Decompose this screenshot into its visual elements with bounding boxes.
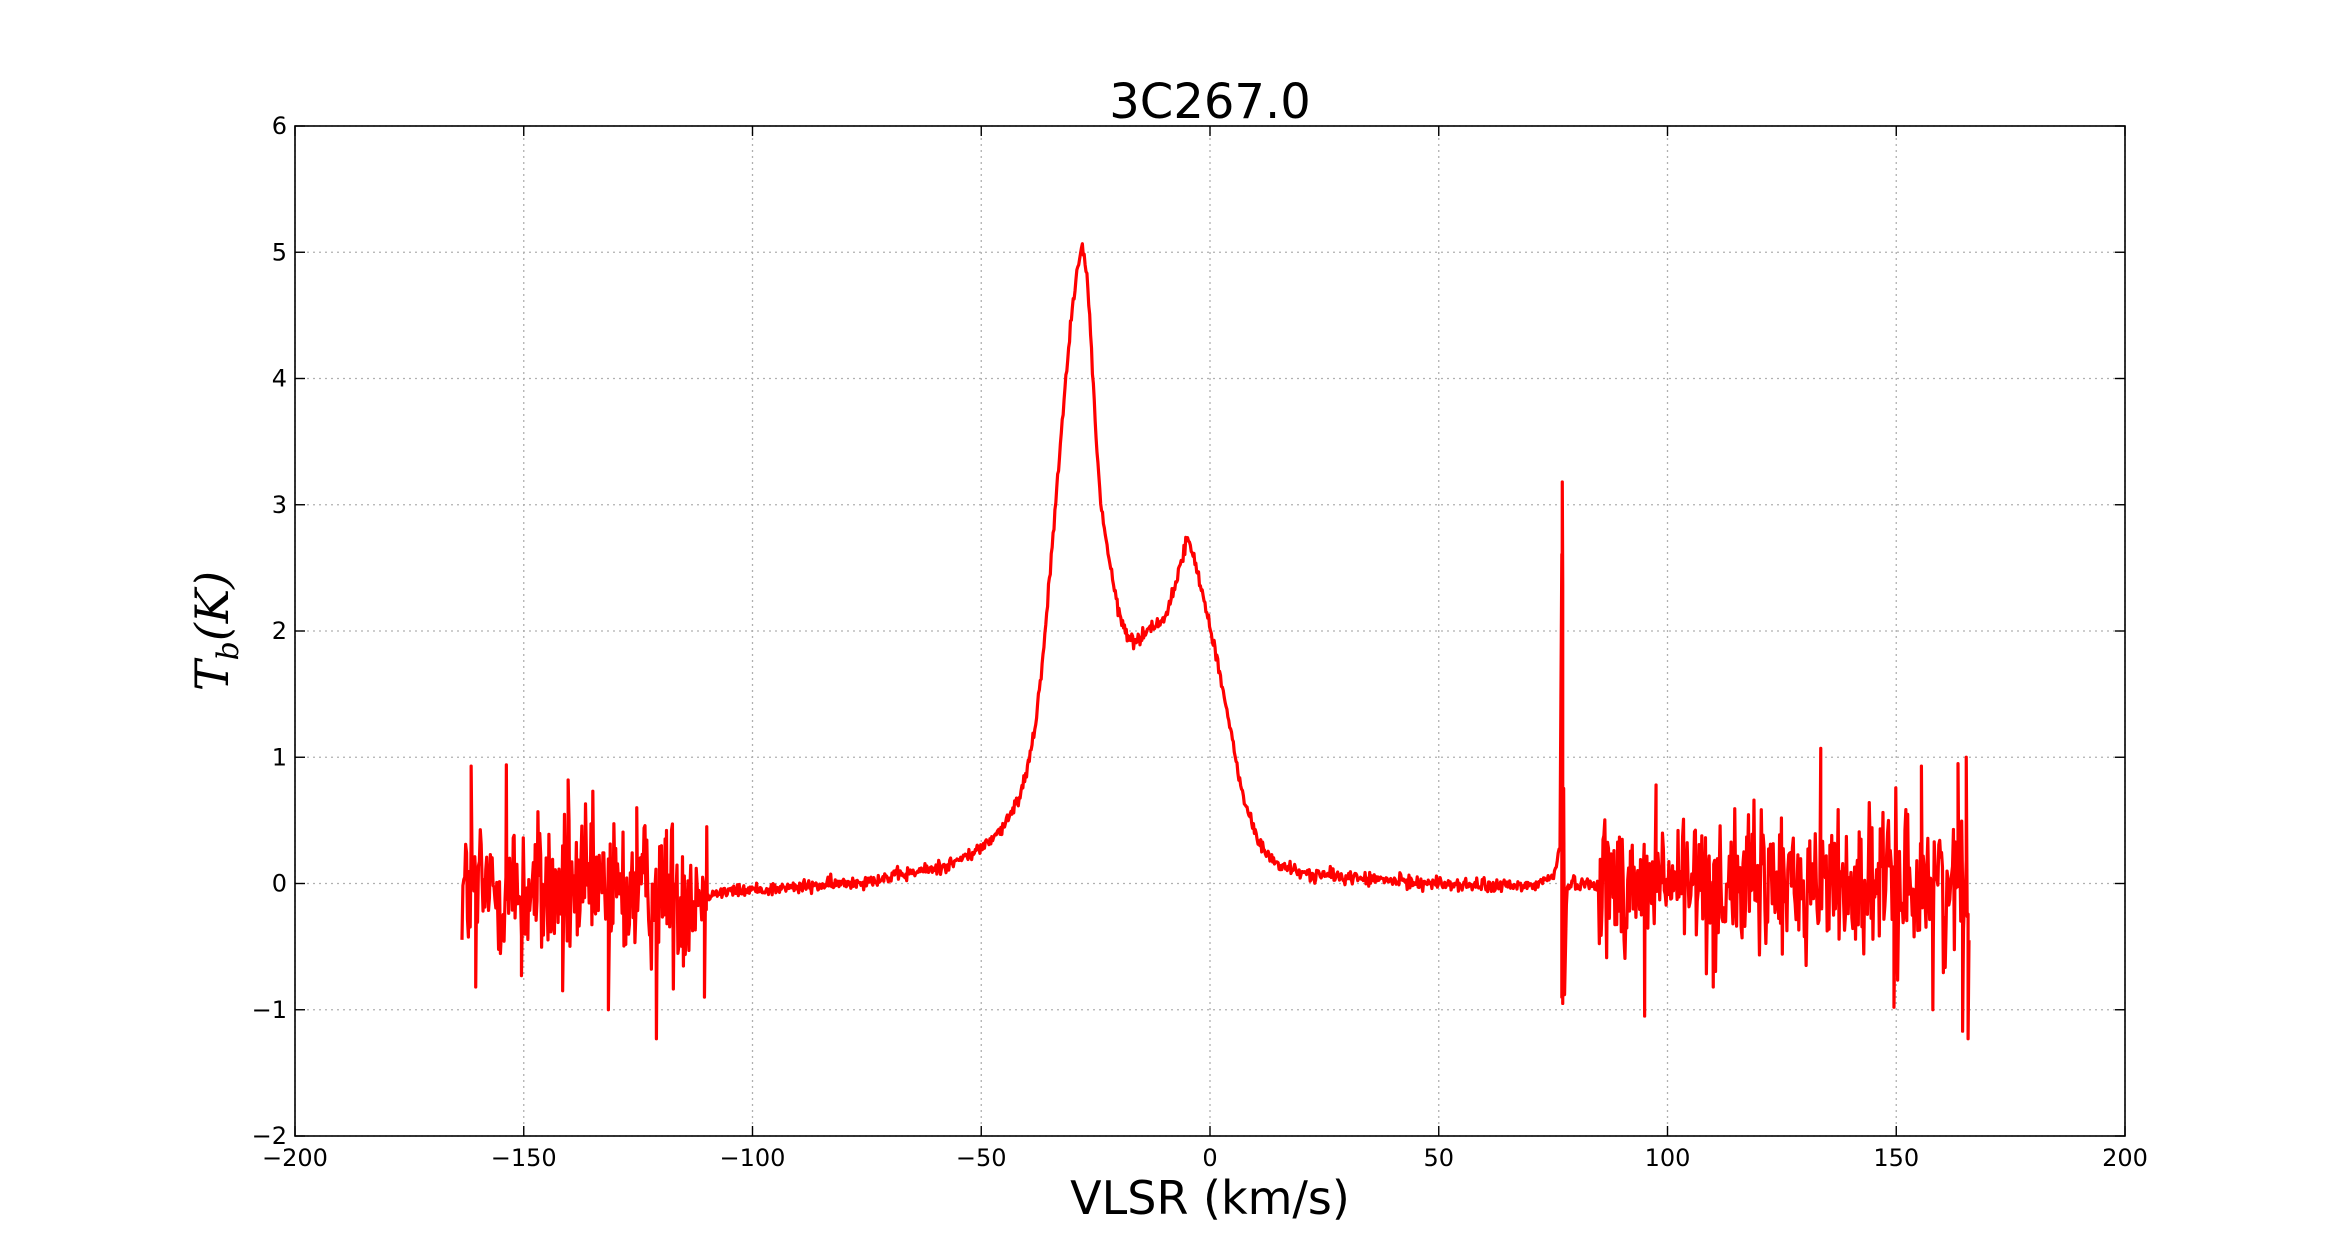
series-layer (460, 242, 1971, 1041)
x-tick-label: 150 (1873, 1144, 1919, 1172)
y-axis-label-subscript: b (211, 641, 246, 660)
y-tick-label: −1 (252, 996, 287, 1024)
x-tick-label: −150 (491, 1144, 557, 1172)
x-tick-label: −50 (956, 1144, 1007, 1172)
y-tick-label: 5 (272, 238, 287, 266)
y-tick-label: −2 (252, 1122, 287, 1150)
x-tick-label: 200 (2102, 1144, 2148, 1172)
x-tick-label: 50 (1423, 1144, 1454, 1172)
y-tick-label: 3 (272, 491, 287, 519)
x-tick-label: 100 (1645, 1144, 1691, 1172)
y-tick-label: 6 (272, 112, 287, 140)
y-axis-label: Tb(K) (185, 571, 246, 691)
y-tick-label: 0 (272, 870, 287, 898)
x-tick-label: 0 (1202, 1144, 1217, 1172)
y-axis-label-unit: (K) (185, 571, 239, 641)
y-tick-label: 1 (272, 743, 287, 771)
ticks: −200 −150 −100 −50 0 50 100 150 200 −2 −1 0 1 2 3 4 5 6 (252, 112, 2148, 1172)
series-line (460, 242, 1971, 1041)
x-tick-label: −200 (262, 1144, 328, 1172)
y-tick-label: 2 (272, 617, 287, 645)
chart-title: 3C267.0 (1109, 74, 1310, 130)
y-axis-label-main: T (185, 657, 239, 691)
x-axis-label: VLSR (km/s) (1070, 1171, 1350, 1225)
y-tick-label: 4 (272, 365, 287, 393)
x-tick-label: −100 (720, 1144, 786, 1172)
